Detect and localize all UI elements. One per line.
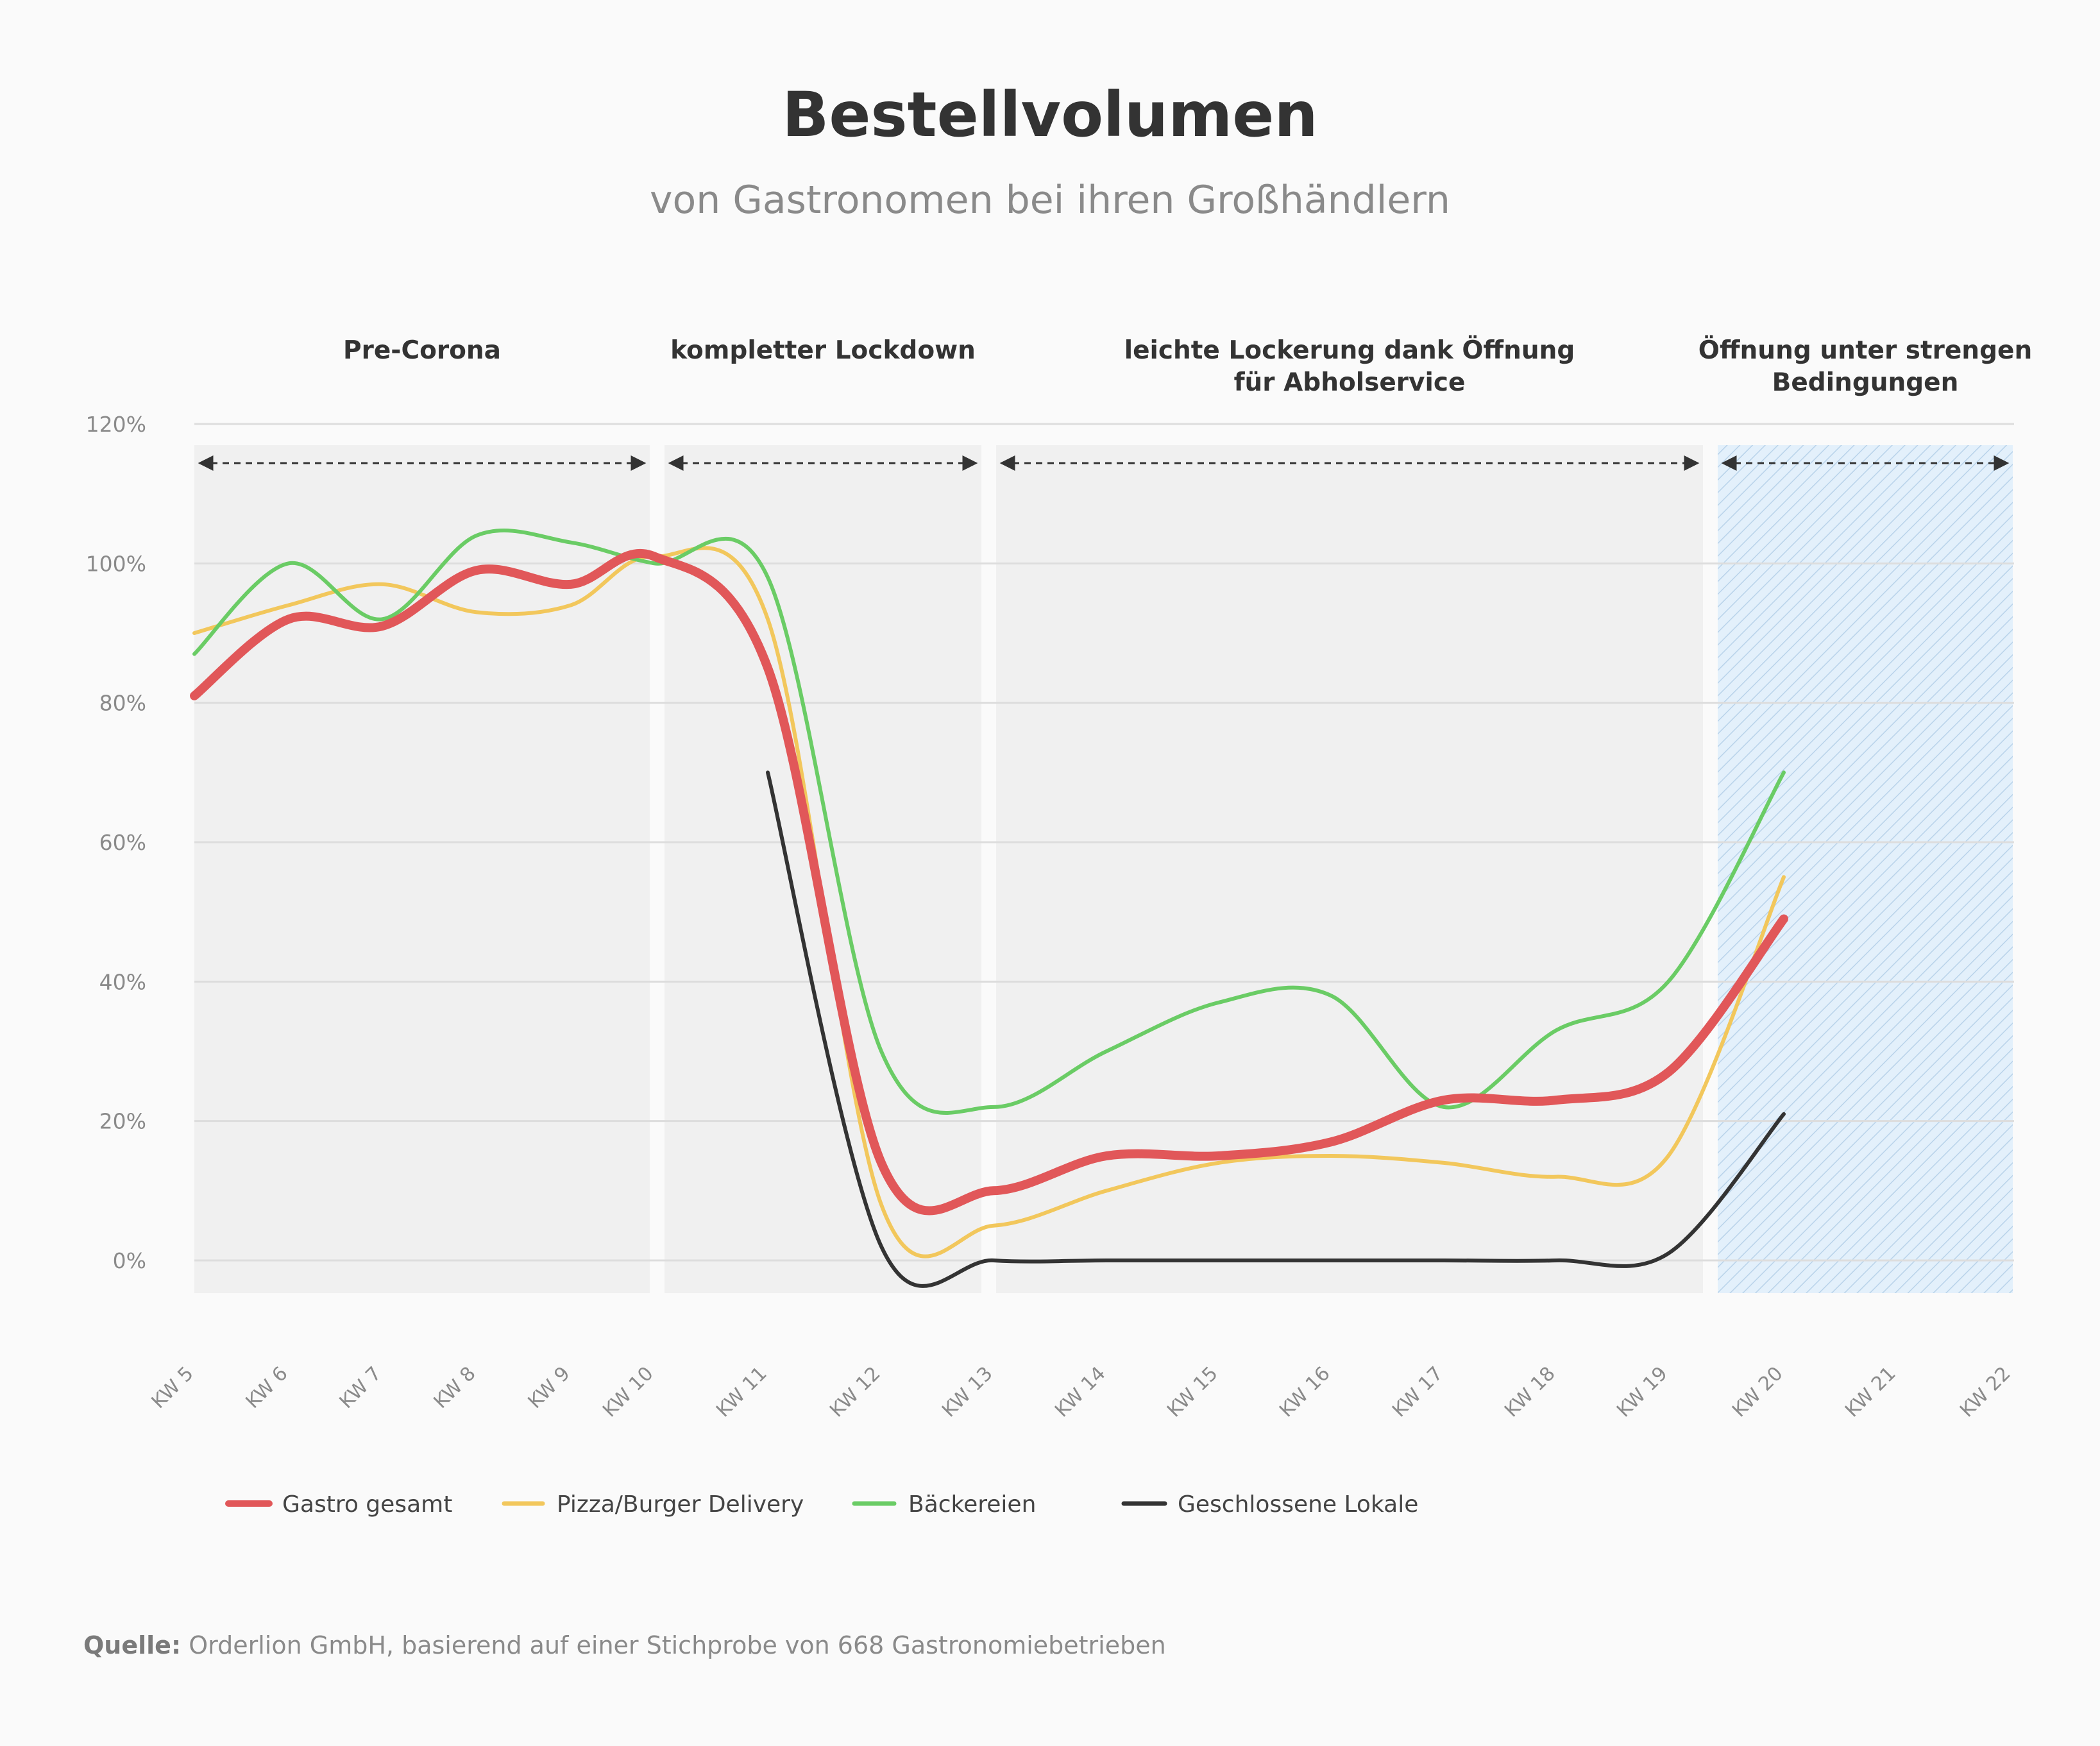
x-tick-label: KW 5 <box>148 1362 198 1413</box>
y-tick-label: 80% <box>99 691 146 716</box>
y-tick-label: 40% <box>99 969 146 994</box>
legend-label-gastro-gesamt: Gastro gesamt <box>282 1491 452 1518</box>
x-tick-label: KW 18 <box>1500 1362 1560 1422</box>
x-tick-label: KW 7 <box>335 1362 386 1413</box>
phase-band-pre-corona <box>194 445 650 1293</box>
y-tick-label: 60% <box>99 830 146 855</box>
series-line-pizza-burger-delivery <box>192 546 1786 1259</box>
x-tick-label: KW 21 <box>1841 1362 1901 1422</box>
x-tick-label: KW 11 <box>712 1362 772 1422</box>
x-tick-label: KW 10 <box>598 1362 658 1422</box>
series-line-geschlossene-lokale <box>766 770 1786 1288</box>
x-tick-label: KW 17 <box>1388 1362 1448 1422</box>
source-text: Orderlion GmbH, basierend auf einer Stic… <box>189 1631 1165 1659</box>
x-tick-label: KW 13 <box>938 1362 997 1422</box>
source-note: Quelle: Orderlion GmbH, basierend auf ei… <box>83 1631 1166 1659</box>
x-tick-label: KW 14 <box>1051 1362 1110 1422</box>
series-line-baeckereien <box>192 529 1786 1115</box>
y-tick-label: 0% <box>113 1248 146 1273</box>
x-tick-label: KW 9 <box>524 1362 575 1413</box>
x-tick-label: KW 22 <box>1956 1362 2015 1422</box>
phase-band-leichte-lockerung-dank-oeffnung <box>996 445 1703 1293</box>
x-axis-ticks: KW 5 KW 6 KW 7 KW 8 KW 9 KW 10 KW 11 KW 12 KW 13… <box>148 1362 2015 1422</box>
x-tick-label: KW 12 <box>826 1362 885 1422</box>
phase-label-line2-leichte-lockerung-dank-oeffnung: für Abholservice <box>1234 368 1466 397</box>
y-tick-label: 100% <box>86 551 146 576</box>
x-tick-label: KW 16 <box>1275 1362 1335 1422</box>
phase-band-oeffnung-unter-strengen <box>1718 445 2013 1293</box>
x-tick-label: KW 20 <box>1728 1362 1788 1422</box>
legend-label-geschlossene-lokale: Geschlossene Lokale <box>1178 1491 1418 1518</box>
x-tick-label: KW 8 <box>430 1362 480 1413</box>
phase-label-pre-corona: Pre-Corona <box>343 336 501 365</box>
gridlines: 0% 20% 40% 60% 80% 100% 120% <box>86 412 2014 1273</box>
x-tick-label: KW 19 <box>1613 1362 1672 1422</box>
source-label: Quelle: <box>83 1631 181 1659</box>
chart-subtitle: von Gastronomen bei ihren Großhändlern <box>650 178 1450 223</box>
legend: Gastro gesamt Pizza/Burger Delivery Bäck… <box>225 1491 1418 1518</box>
legend-label-baeckereien: Bäckereien <box>908 1491 1036 1518</box>
phase-label-kompletter-lockdown: kompletter Lockdown <box>670 336 976 365</box>
y-tick-label: 20% <box>99 1109 146 1134</box>
phase-band-kompletter-lockdown <box>665 445 981 1293</box>
series-line-gastro-gesamt <box>190 548 1788 1216</box>
series-lines <box>190 529 1788 1288</box>
chart-title: Bestellvolumen <box>782 79 1318 151</box>
phase-label-oeffnung-unter-strengen: Öffnung unter strengen <box>1698 335 2032 365</box>
x-tick-label: KW 6 <box>242 1362 292 1413</box>
phase-label-line2-oeffnung-unter-strengen: Bedingungen <box>1772 368 1959 397</box>
legend-label-pizza-burger-delivery: Pizza/Burger Delivery <box>557 1491 804 1518</box>
y-tick-label: 120% <box>86 412 146 437</box>
x-tick-label: KW 15 <box>1163 1362 1223 1422</box>
phase-label-leichte-lockerung-dank-oeffnung: leichte Lockerung dank Öffnung <box>1124 335 1575 365</box>
